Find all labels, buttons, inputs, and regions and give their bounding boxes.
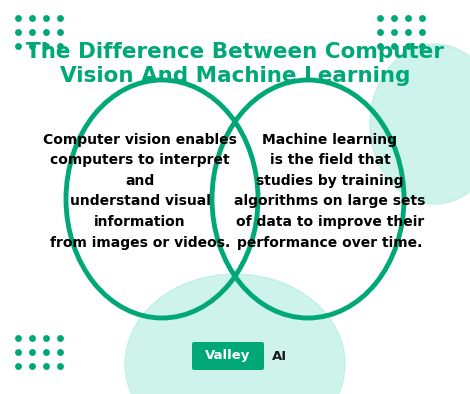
Text: AI: AI	[273, 349, 288, 362]
Text: The Difference Between Computer
Vision And Machine Learning: The Difference Between Computer Vision A…	[26, 42, 444, 86]
Ellipse shape	[370, 44, 470, 204]
Ellipse shape	[125, 274, 345, 394]
Text: Valley: Valley	[205, 349, 251, 362]
Text: Machine learning
is the field that
studies by training
algorithms on large sets
: Machine learning is the field that studi…	[235, 132, 426, 249]
Text: Computer vision enables
computers to interpret
and
understand visual
information: Computer vision enables computers to int…	[43, 132, 237, 249]
FancyBboxPatch shape	[192, 342, 264, 370]
